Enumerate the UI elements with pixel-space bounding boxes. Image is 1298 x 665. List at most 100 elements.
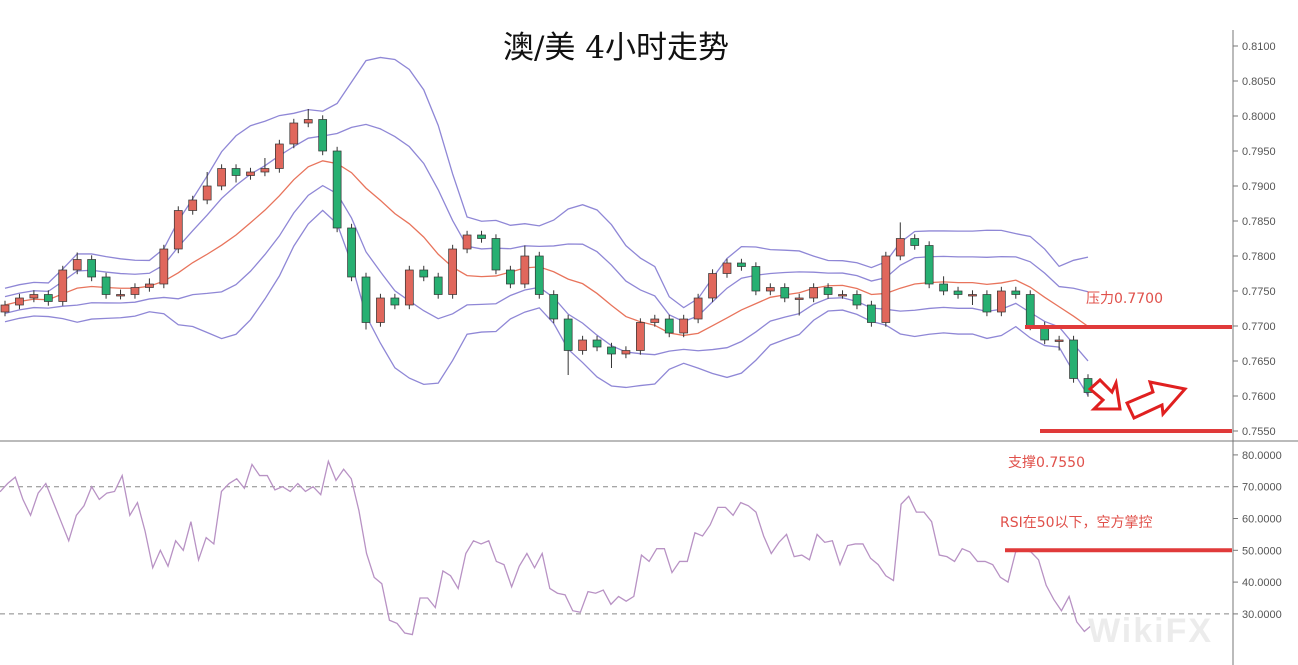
candle-body: [1069, 339, 1078, 379]
candle-body: [607, 346, 616, 355]
rsi-tick-label: 80.0000: [1242, 450, 1282, 462]
price-tick-label: 0.7700: [1242, 321, 1276, 333]
candle: [202, 172, 212, 205]
candle-body: [578, 339, 587, 351]
candle: [1054, 335, 1064, 351]
candle-body: [636, 322, 645, 351]
candle-body: [722, 262, 732, 274]
candle-body: [318, 119, 328, 152]
candle: [462, 230, 472, 254]
candle-body: [838, 294, 847, 297]
candle: [1025, 290, 1035, 331]
support-label: 支撑0.7550: [1008, 455, 1085, 471]
candle-body: [173, 210, 183, 250]
candle: [29, 290, 39, 303]
candle-body: [29, 294, 39, 299]
price-tick-label: 0.8050: [1242, 76, 1276, 88]
candle-body: [1011, 290, 1021, 295]
price-tick-label: 0.8000: [1242, 111, 1276, 123]
candle-body: [708, 273, 717, 299]
candle: [997, 286, 1006, 317]
bollinger-lower-outer: [4, 209, 1089, 396]
candle: [592, 335, 602, 352]
candle-body: [116, 294, 125, 297]
candle: [563, 314, 573, 375]
candle-body: [953, 290, 963, 295]
candle: [924, 241, 934, 289]
candle: [419, 265, 429, 282]
candle-body: [506, 269, 515, 285]
candle: [737, 258, 746, 271]
candle-body: [332, 150, 342, 229]
price-tick-label: 0.7750: [1242, 286, 1276, 298]
candle-body: [217, 168, 226, 187]
candle: [15, 293, 24, 310]
bollinger-upper-outer: [4, 56, 1089, 309]
candle: [361, 272, 371, 330]
candle: [289, 118, 299, 149]
candle-body: [87, 259, 96, 278]
rsi-tick-label: 70.0000: [1242, 482, 1282, 494]
candle-body: [780, 287, 790, 299]
candle-body: [765, 287, 775, 292]
candle-body: [939, 283, 948, 292]
candle-body: [751, 266, 761, 292]
candle-body: [549, 294, 559, 320]
candle-body: [390, 297, 400, 306]
up-right-arrow-icon: [1124, 380, 1188, 420]
candle: [116, 289, 125, 300]
candle-body: [910, 238, 920, 246]
candle-body: [881, 255, 891, 323]
candle: [1069, 335, 1078, 383]
candle-body: [534, 255, 544, 295]
bollinger-middle: [4, 160, 1089, 337]
resistance-label: 压力0.7700: [1086, 291, 1163, 307]
candle: [1011, 286, 1021, 299]
candle: [404, 265, 414, 310]
candle-body: [260, 168, 270, 173]
candle: [794, 293, 804, 316]
candle: [708, 269, 717, 303]
candle: [780, 283, 790, 303]
candle: [72, 252, 82, 275]
candle-body: [231, 168, 241, 176]
candle: [852, 290, 862, 310]
candle: [433, 272, 443, 299]
candle: [87, 255, 96, 282]
candle-body: [520, 255, 530, 285]
candle: [275, 139, 284, 173]
candle-body: [997, 290, 1006, 313]
candle: [390, 293, 400, 310]
candle-body: [15, 297, 24, 306]
candle-body: [101, 276, 111, 295]
candle-body: [43, 294, 53, 302]
rsi-tick-label: 40.0000: [1242, 577, 1282, 589]
candle: [939, 276, 948, 296]
candle: [838, 290, 847, 299]
candle: [982, 290, 992, 317]
candle: [679, 314, 689, 338]
candle: [506, 265, 515, 289]
candle: [534, 251, 544, 299]
candle-body: [289, 122, 299, 145]
candle-body: [968, 294, 977, 297]
candle: [621, 346, 631, 359]
price-tick-label: 0.7550: [1242, 426, 1276, 438]
candle-body: [462, 234, 472, 250]
candle: [953, 286, 963, 299]
candle-body: [737, 262, 746, 267]
candle: [231, 164, 241, 183]
candle: [650, 314, 660, 327]
rsi-tick-label: 60.0000: [1242, 514, 1282, 526]
candle-body: [621, 350, 631, 355]
candle-body: [130, 287, 140, 295]
candle: [765, 283, 775, 296]
candle: [491, 234, 501, 275]
watermark-logo: WikiFX: [1088, 612, 1214, 650]
candle-body: [246, 171, 255, 176]
candle-body: [1054, 339, 1064, 342]
candle-body: [895, 238, 905, 257]
price-tick-label: 0.7650: [1242, 356, 1276, 368]
rsi-annotation-label: RSI在50以下，空方掌控: [1000, 515, 1153, 531]
